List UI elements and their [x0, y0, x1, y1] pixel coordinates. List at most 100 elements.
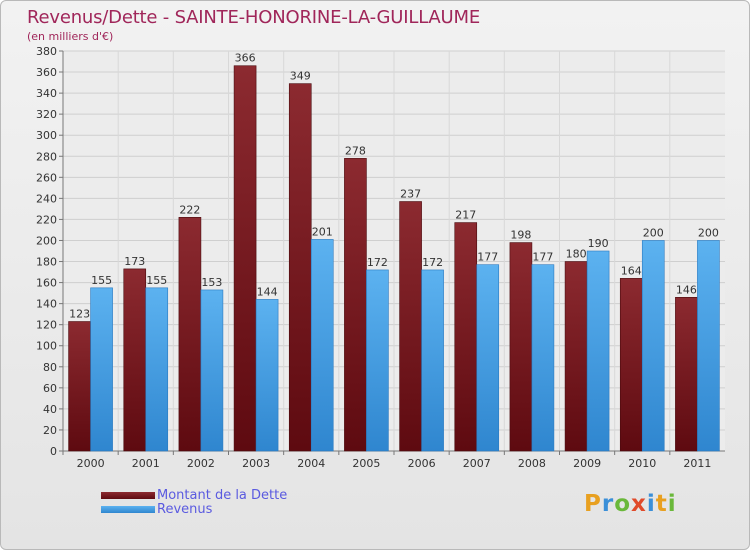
logo-letter: P [584, 491, 602, 517]
data-label-debt-2010: 164 [621, 264, 642, 277]
y-tick-label: 40 [43, 403, 57, 416]
x-tick-label: 2003 [242, 457, 270, 470]
data-label-revenus-2011: 200 [698, 226, 719, 239]
bar-revenus-2005 [366, 269, 389, 452]
proxiti-logo: Proxiti [584, 491, 677, 517]
bar-revenus-2000 [90, 287, 113, 452]
bar-debt-2003 [233, 65, 257, 452]
data-label-debt-2008: 198 [510, 229, 531, 242]
x-tick-label: 2010 [628, 457, 656, 470]
bar-debt-2002 [178, 217, 202, 452]
y-tick-label: 100 [36, 340, 57, 353]
data-label-debt-2001: 173 [124, 255, 145, 268]
bar-debt-2008 [509, 242, 533, 452]
bar-debt-2009 [564, 261, 588, 452]
bars [68, 65, 720, 452]
data-label-debt-2004: 349 [290, 70, 311, 83]
data-label-revenus-2005: 172 [367, 256, 388, 269]
bar-revenus-2008 [531, 264, 555, 452]
data-label-debt-2003: 366 [235, 52, 256, 65]
bar-revenus-2006 [421, 269, 444, 452]
data-label-revenus-2003: 144 [257, 285, 278, 298]
legend-item-revenus: Revenus [101, 501, 213, 517]
y-tick-label: 240 [36, 192, 57, 205]
logo-letter: i [646, 491, 656, 517]
y-tick-label: 220 [36, 213, 57, 226]
logo-letter: x [631, 491, 647, 517]
y-tick-label: 60 [43, 382, 57, 395]
bar-revenus-2010 [641, 240, 665, 452]
x-tick-label: 2008 [518, 457, 546, 470]
bar-revenus-2009 [586, 250, 610, 452]
y-tick-label: 0 [50, 445, 57, 458]
x-tick-label: 2009 [573, 457, 601, 470]
bar-revenus-2004 [310, 239, 334, 452]
x-tick-label: 2004 [297, 457, 325, 470]
logo-letter: t [655, 491, 668, 517]
data-label-revenus-2010: 200 [643, 226, 664, 239]
y-tick-label: 260 [36, 171, 57, 184]
y-tick-label: 340 [36, 87, 57, 100]
y-tick-label: 300 [36, 129, 57, 142]
data-label-debt-2007: 217 [455, 209, 476, 222]
bar-debt-2006 [399, 201, 422, 452]
legend-item-debt: Montant de la Dette [101, 487, 288, 503]
data-label-revenus-2001: 155 [146, 274, 167, 287]
legend-swatch-revenus [101, 505, 155, 513]
data-label-revenus-2009: 190 [588, 237, 609, 250]
bar-debt-2007 [454, 222, 478, 452]
bar-debt-2004 [288, 83, 312, 452]
bar-debt-2011 [675, 297, 698, 452]
y-tick-label: 80 [43, 361, 57, 374]
data-label-debt-2002: 222 [179, 203, 200, 216]
y-tick-label: 140 [36, 298, 57, 311]
bar-revenus-2007 [476, 264, 500, 452]
x-tick-label: 2005 [352, 457, 380, 470]
y-tick-label: 200 [36, 234, 57, 247]
y-tick-label: 280 [36, 150, 57, 163]
bar-revenus-2011 [697, 240, 720, 452]
x-tick-label: 2000 [77, 457, 105, 470]
bar-revenus-2001 [145, 287, 169, 452]
logo-letter: o [614, 491, 632, 517]
logo-letter: r [601, 491, 615, 517]
data-label-revenus-2008: 177 [532, 251, 553, 264]
data-label-debt-2000: 123 [69, 308, 90, 321]
legend-label-revenus: Revenus [157, 501, 213, 517]
bar-debt-2001 [123, 268, 147, 452]
data-label-revenus-2006: 172 [422, 256, 443, 269]
value-labels: 1231551731552221533661443492012781722371… [69, 52, 719, 321]
data-label-debt-2011: 146 [676, 283, 697, 296]
y-tick-label: 320 [36, 108, 57, 121]
y-tick-label: 160 [36, 277, 57, 290]
gridlines [63, 50, 725, 452]
bar-debt-2005 [344, 158, 367, 452]
data-label-debt-2005: 278 [345, 144, 366, 157]
bar-debt-2000 [68, 321, 91, 452]
data-label-debt-2009: 180 [566, 248, 587, 261]
data-label-revenus-2007: 177 [477, 251, 498, 264]
chart-title: Revenus/Dette - SAINTE-HONORINE-LA-GUILL… [27, 7, 481, 28]
chart-subtitle: (en milliers d'€) [27, 30, 114, 43]
axes: 0 20 40 60 80 100 120 140 160 180 200 220 240 260 280 3… [36, 45, 725, 470]
y-tick-label: 180 [36, 256, 57, 269]
data-label-revenus-2000: 155 [91, 274, 112, 287]
legend-label-debt: Montant de la Dette [157, 487, 288, 503]
y-tick-label: 120 [36, 319, 57, 332]
x-tick-label: 2007 [463, 457, 491, 470]
legend-swatch-debt [101, 491, 155, 499]
x-tick-label: 2011 [683, 457, 711, 470]
logo-letter: i [667, 491, 677, 517]
y-tick-label: 380 [36, 45, 57, 58]
x-tick-label: 2002 [187, 457, 215, 470]
data-label-revenus-2002: 153 [201, 276, 222, 289]
data-label-revenus-2004: 201 [312, 225, 333, 238]
bar-debt-2010 [619, 278, 643, 452]
bar-revenus-2002 [200, 289, 224, 452]
x-tick-label: 2006 [408, 457, 436, 470]
y-tick-label: 360 [36, 66, 57, 79]
x-tick-label: 2001 [132, 457, 160, 470]
y-tick-label: 20 [43, 424, 57, 437]
